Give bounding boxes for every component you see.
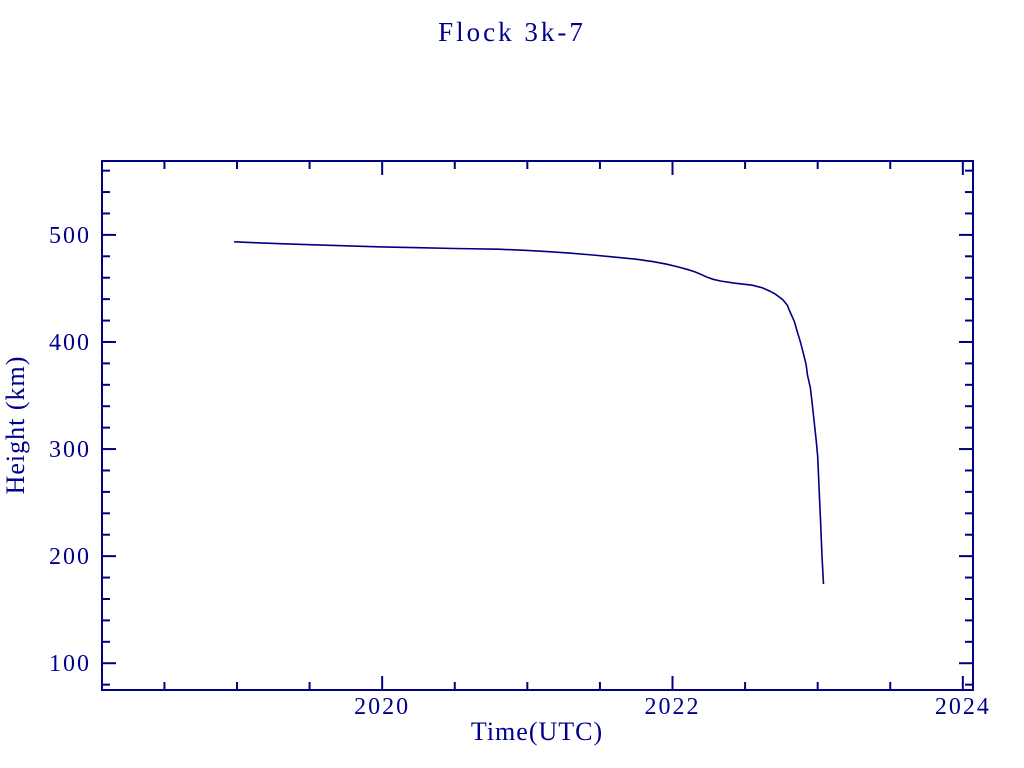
y-tick-label: 500 — [49, 223, 91, 249]
plot-box — [101, 160, 974, 691]
y-tick-label: 100 — [49, 651, 91, 677]
y-tick-label: 200 — [49, 544, 91, 570]
decay-curve — [234, 241, 825, 585]
x-axis-label: Time(UTC) — [470, 717, 604, 746]
chart-title: Flock 3k-7 — [438, 17, 586, 47]
y-tick-label: 400 — [49, 330, 91, 356]
x-tick-label: 2020 — [354, 694, 410, 720]
y-tick-label: 300 — [49, 437, 91, 463]
x-tick-label: 2024 — [935, 694, 991, 720]
x-tick-label: 2022 — [645, 694, 701, 720]
y-axis-label: Height (km) — [1, 355, 30, 495]
